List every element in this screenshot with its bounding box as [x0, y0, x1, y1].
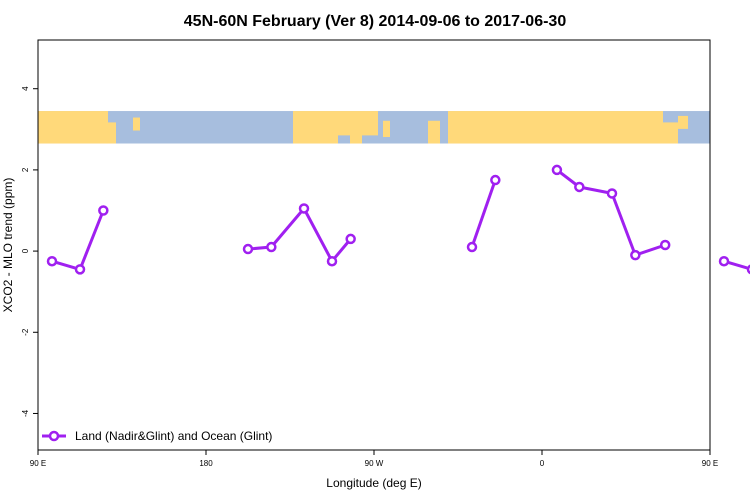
map-land — [663, 122, 678, 144]
map-land — [350, 128, 362, 144]
data-point — [659, 239, 671, 251]
series-line — [247, 207, 352, 263]
data-point — [466, 241, 478, 253]
data-point — [490, 174, 501, 186]
map-land — [428, 120, 440, 144]
y-tick-label: 4 — [21, 86, 30, 91]
map-land — [678, 115, 688, 129]
y-tick-label: -2 — [21, 328, 30, 336]
y-axis: -4 -2 0 2 4 — [21, 86, 38, 417]
legend: Land (Nadir&Glint) and Ocean (Glint) — [42, 429, 272, 443]
map-land — [38, 111, 108, 144]
plot-frame — [37, 39, 711, 451]
y-tick-label: -4 — [21, 409, 30, 417]
x-tick-label: 90 W — [365, 459, 384, 468]
x-tick-label: 0 — [540, 459, 545, 468]
data-point — [551, 164, 563, 176]
data-point — [718, 255, 730, 267]
map-land — [448, 111, 483, 144]
y-axis-label: XCO2 - MLO trend (ppm) — [1, 178, 15, 313]
legend-marker-swatch — [48, 430, 60, 442]
chart-title: 45N-60N February (Ver 8) 2014-09-06 to 2… — [184, 13, 567, 30]
x-axis: 90 E 180 90 W 0 90 E — [30, 450, 718, 468]
map-land — [383, 120, 390, 138]
map-land — [483, 111, 663, 144]
data-point — [46, 255, 58, 267]
map-land — [106, 122, 116, 144]
x-tick-label: 90 E — [30, 459, 46, 468]
data-point — [574, 181, 585, 193]
data-point — [298, 203, 310, 214]
map-land — [293, 111, 338, 144]
x-tick-label: 90 E — [702, 459, 718, 468]
series-line — [555, 168, 666, 257]
y-tick-label: 2 — [21, 167, 30, 172]
data-point — [326, 255, 338, 267]
world-map-band — [38, 111, 710, 144]
data-point — [242, 243, 254, 255]
data-point — [630, 249, 641, 261]
x-axis-label: Longitude (deg E) — [326, 476, 421, 490]
data-point — [74, 264, 86, 275]
series-layer — [46, 164, 750, 275]
series-line — [51, 209, 105, 271]
series-line — [723, 259, 750, 271]
data-point — [98, 205, 109, 216]
y-tick-label: 0 — [21, 248, 30, 253]
x-tick-label: 180 — [199, 459, 213, 468]
data-point — [266, 241, 277, 253]
data-point — [345, 233, 356, 245]
map-land — [133, 117, 140, 131]
legend-label: Land (Nadir&Glint) and Ocean (Glint) — [75, 429, 272, 443]
series-line — [470, 179, 497, 248]
data-point — [606, 188, 618, 199]
